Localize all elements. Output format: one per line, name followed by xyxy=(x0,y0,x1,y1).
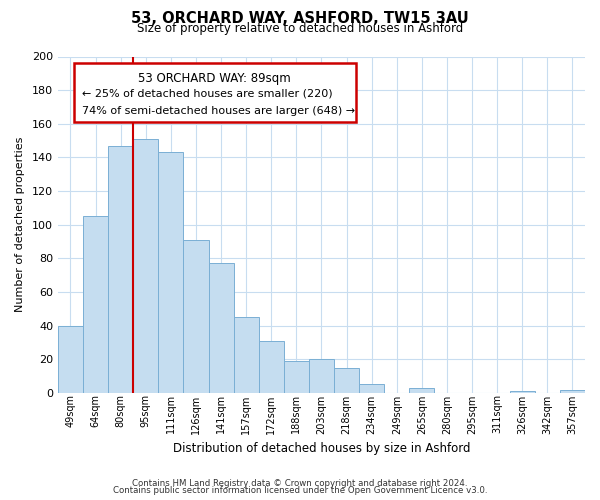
Bar xyxy=(409,388,434,393)
Bar xyxy=(334,368,359,393)
X-axis label: Distribution of detached houses by size in Ashford: Distribution of detached houses by size … xyxy=(173,442,470,455)
Text: 74% of semi-detached houses are larger (648) →: 74% of semi-detached houses are larger (… xyxy=(82,106,355,117)
Bar xyxy=(510,391,535,393)
Bar xyxy=(309,360,334,393)
Text: 53, ORCHARD WAY, ASHFORD, TW15 3AU: 53, ORCHARD WAY, ASHFORD, TW15 3AU xyxy=(131,11,469,26)
Bar xyxy=(259,341,284,393)
Text: Contains HM Land Registry data © Crown copyright and database right 2024.: Contains HM Land Registry data © Crown c… xyxy=(132,478,468,488)
Bar xyxy=(184,240,209,393)
Bar xyxy=(108,146,133,393)
Text: 53 ORCHARD WAY: 89sqm: 53 ORCHARD WAY: 89sqm xyxy=(139,72,291,85)
Bar xyxy=(83,216,108,393)
Bar xyxy=(233,317,259,393)
Bar xyxy=(133,139,158,393)
Bar xyxy=(58,326,83,393)
Text: Size of property relative to detached houses in Ashford: Size of property relative to detached ho… xyxy=(137,22,463,35)
Text: ← 25% of detached houses are smaller (220): ← 25% of detached houses are smaller (22… xyxy=(82,88,332,99)
Bar xyxy=(560,390,585,393)
Bar xyxy=(209,264,233,393)
Text: Contains public sector information licensed under the Open Government Licence v3: Contains public sector information licen… xyxy=(113,486,487,495)
Bar xyxy=(284,361,309,393)
Bar xyxy=(359,384,384,393)
Y-axis label: Number of detached properties: Number of detached properties xyxy=(15,137,25,312)
FancyBboxPatch shape xyxy=(74,63,356,122)
Bar xyxy=(158,152,184,393)
